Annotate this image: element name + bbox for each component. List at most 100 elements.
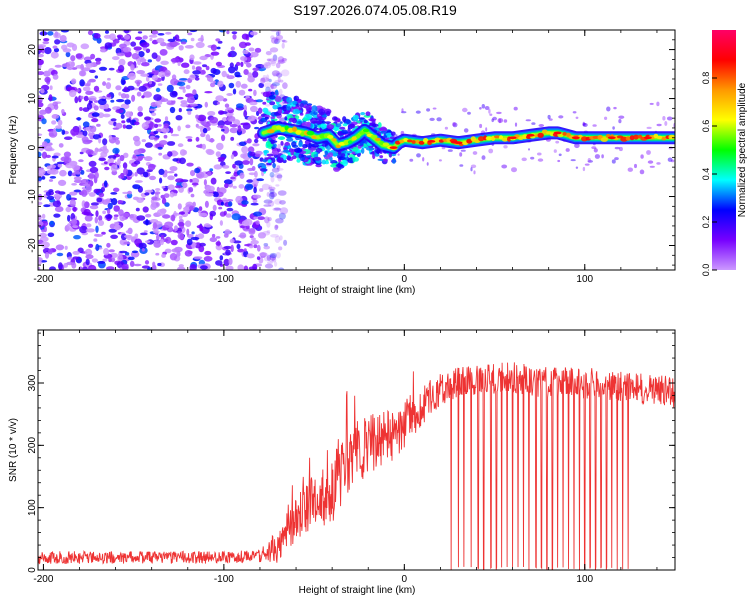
heatmap-cell bbox=[222, 165, 230, 169]
heatmap-cell bbox=[129, 214, 138, 221]
heatmap-cell bbox=[72, 225, 79, 229]
heatmap-cell bbox=[118, 92, 122, 96]
heatmap-cell bbox=[160, 60, 169, 65]
heatmap-cell bbox=[342, 116, 347, 123]
heatmap-cell bbox=[260, 77, 266, 84]
heatmap-cell bbox=[215, 38, 221, 42]
heatmap-cell bbox=[144, 142, 153, 148]
heatmap-cell bbox=[196, 125, 204, 129]
heatmap-cell bbox=[501, 164, 508, 169]
heatmap-cell bbox=[105, 214, 113, 220]
heatmap-cell bbox=[155, 252, 160, 256]
x-tick-label: -200 bbox=[33, 274, 53, 285]
heatmap-cell bbox=[121, 263, 129, 270]
heatmap-cell bbox=[308, 142, 312, 149]
spectrogram-heatmap bbox=[38, 30, 675, 270]
heatmap-cell bbox=[141, 61, 150, 67]
heatmap-cell bbox=[401, 108, 404, 113]
heatmap-cell bbox=[94, 234, 103, 237]
heatmap-cell bbox=[274, 96, 282, 102]
heatmap-cell bbox=[269, 188, 275, 194]
y-tick-label: 100 bbox=[27, 499, 38, 516]
heatmap-cell bbox=[112, 38, 120, 44]
heatmap-cell bbox=[85, 90, 94, 95]
heatmap-cell bbox=[102, 210, 106, 215]
heatmap-cell bbox=[553, 149, 557, 153]
heatmap-cell bbox=[93, 100, 99, 103]
heatmap-cell bbox=[555, 140, 560, 144]
heatmap-cell bbox=[185, 84, 191, 90]
heatmap-cell bbox=[185, 124, 191, 129]
heatmap-cell bbox=[177, 61, 181, 66]
heatmap-cell bbox=[422, 157, 425, 162]
heatmap-cell bbox=[250, 51, 259, 58]
heatmap-cell bbox=[248, 88, 253, 92]
heatmap-cell bbox=[459, 152, 463, 157]
heatmap-cell bbox=[177, 96, 184, 100]
heatmap-cell bbox=[171, 42, 180, 46]
heatmap-cell bbox=[90, 202, 99, 206]
heatmap-cell bbox=[208, 76, 214, 83]
heatmap-cell bbox=[130, 41, 137, 47]
heatmap-cell bbox=[189, 74, 196, 80]
heatmap-cell bbox=[142, 206, 149, 213]
heatmap-cell bbox=[268, 184, 273, 190]
heatmap-cell bbox=[156, 234, 160, 241]
heatmap-cell bbox=[498, 135, 504, 140]
heatmap-cell bbox=[117, 200, 124, 204]
heatmap-cell bbox=[340, 153, 346, 158]
heatmap-cell bbox=[70, 55, 76, 62]
heatmap-cell bbox=[241, 200, 249, 205]
heatmap-cell bbox=[236, 243, 241, 250]
heatmap-cell bbox=[144, 156, 153, 162]
heatmap-cell bbox=[226, 107, 233, 111]
heatmap-cell bbox=[154, 191, 161, 195]
heatmap-cell bbox=[198, 206, 203, 212]
heatmap-cell bbox=[271, 70, 280, 77]
heatmap-cell bbox=[95, 210, 99, 218]
heatmap-cell bbox=[268, 186, 276, 191]
heatmap-cell bbox=[163, 193, 170, 199]
heatmap-cell bbox=[122, 191, 129, 195]
heatmap-cell bbox=[180, 100, 188, 104]
heatmap-cell bbox=[278, 88, 283, 95]
heatmap-cell bbox=[260, 77, 270, 83]
heatmap-cell bbox=[276, 165, 281, 170]
heatmap-cell bbox=[95, 243, 100, 252]
heatmap-cell bbox=[49, 266, 56, 270]
heatmap-cell bbox=[243, 69, 249, 75]
heatmap-cell bbox=[625, 136, 631, 141]
heatmap-cell bbox=[116, 34, 123, 39]
heatmap-cell bbox=[247, 146, 255, 153]
heatmap-cell bbox=[183, 207, 191, 211]
heatmap-cell bbox=[513, 106, 518, 111]
heatmap-cell bbox=[179, 157, 186, 165]
heatmap-cell bbox=[133, 263, 142, 267]
heatmap-cell bbox=[281, 42, 285, 49]
heatmap-cell bbox=[252, 67, 260, 72]
heatmap-cell bbox=[155, 188, 161, 191]
heatmap-cell bbox=[42, 41, 50, 45]
heatmap-cell bbox=[111, 170, 118, 176]
heatmap-cell bbox=[531, 122, 536, 125]
heatmap-cell bbox=[274, 198, 282, 205]
x-tick-label: 100 bbox=[576, 274, 593, 285]
heatmap-cell bbox=[156, 37, 165, 44]
heatmap-cell bbox=[210, 51, 220, 56]
heatmap-cell bbox=[249, 235, 254, 239]
heatmap-cell bbox=[210, 82, 216, 88]
heatmap-cell bbox=[574, 143, 580, 149]
heatmap-cell bbox=[470, 167, 473, 172]
heatmap-cell bbox=[254, 153, 261, 158]
heatmap-cell bbox=[284, 125, 289, 131]
heatmap-cell bbox=[657, 135, 663, 140]
heatmap-cell bbox=[383, 158, 388, 162]
heatmap-cell bbox=[109, 157, 115, 164]
heatmap-cell bbox=[246, 179, 254, 183]
heatmap-cell bbox=[175, 178, 184, 183]
heatmap-cell bbox=[209, 210, 216, 217]
heatmap-cell bbox=[286, 137, 294, 142]
heatmap-cell bbox=[141, 248, 145, 252]
